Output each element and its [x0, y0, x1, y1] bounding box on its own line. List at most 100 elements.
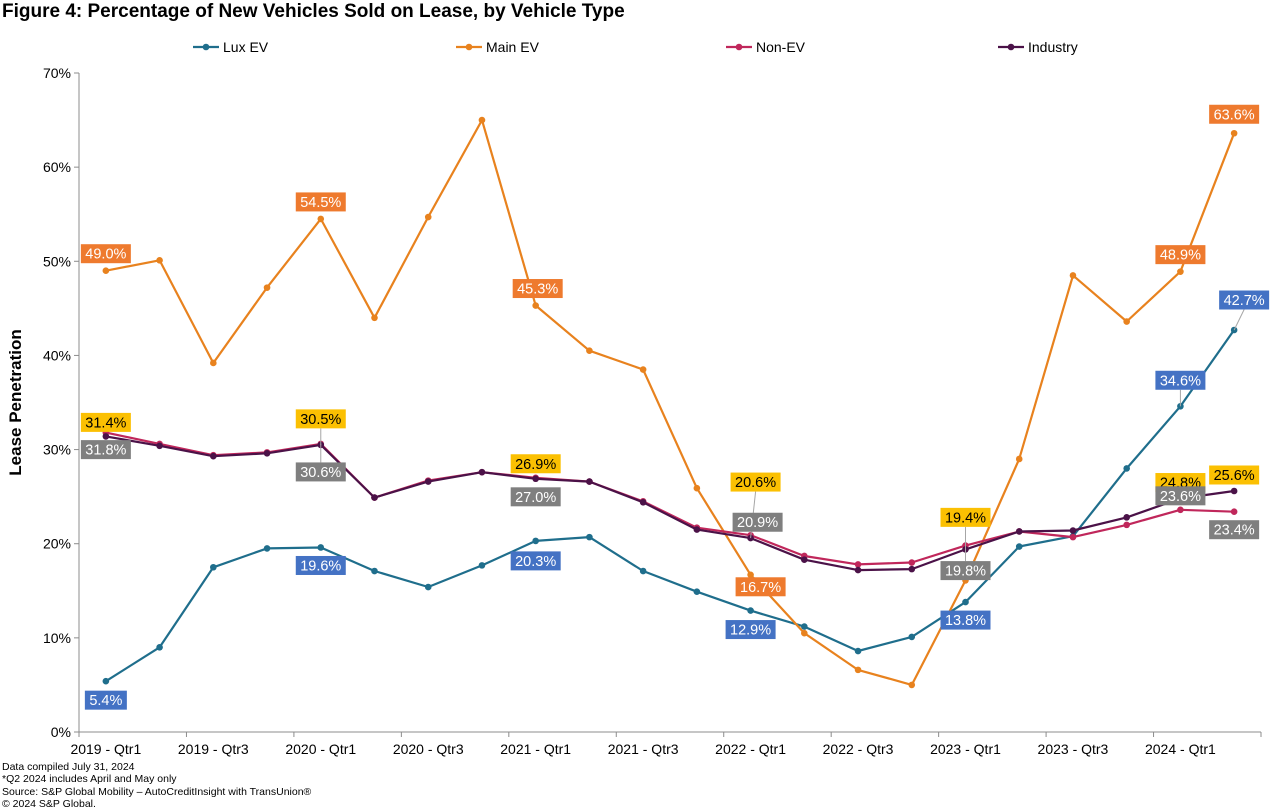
data-point-main-ev — [1177, 268, 1184, 275]
data-point-non-ev — [908, 559, 916, 566]
data-point-industry — [693, 526, 701, 533]
data-label-box — [80, 440, 131, 460]
x-tick-label: 2023 - Qtr3 — [1038, 741, 1109, 757]
data-point-lux-ev — [908, 633, 916, 641]
data-label-text: 13.8% — [945, 613, 986, 629]
data-label-text: 23.6% — [1160, 489, 1201, 505]
data-label-text: 30.5% — [300, 412, 341, 428]
data-point-industry — [210, 452, 217, 460]
data-point-non-ev — [1069, 533, 1077, 541]
y-tick-label: 60% — [43, 159, 71, 175]
data-point-lux-ev — [478, 562, 486, 569]
data-point-lux-ev — [263, 545, 271, 552]
data-point-lux-ev — [693, 588, 701, 596]
data-point-industry — [263, 450, 271, 457]
legend-marker-non-ev — [735, 43, 743, 51]
x-tick-label: 2020 - Qtr3 — [393, 741, 464, 757]
data-point-non-ev — [1123, 521, 1130, 529]
series-line-lux-ev — [105, 329, 1235, 683]
data-label-text: 26.9% — [515, 457, 556, 473]
footnote-q2: *Q2 2024 includes April and May only — [2, 773, 177, 786]
data-label-box — [295, 409, 346, 429]
data-point-industry — [801, 556, 808, 564]
data-point-lux-ev — [1123, 465, 1130, 472]
data-label-non-ev: 31.8% — [80, 440, 131, 460]
legend-marker-industry — [1007, 43, 1015, 51]
y-tick-label: 50% — [43, 253, 71, 269]
y-tick-label: 20% — [43, 536, 71, 552]
data-point-lux-ev — [1230, 326, 1238, 334]
x-tick-label: 2020 - Qtr1 — [285, 741, 356, 757]
data-point-industry — [1230, 487, 1238, 495]
data-point-lux-ev — [962, 598, 969, 606]
data-point-main-ev — [801, 629, 808, 637]
data-label-lux-ev: 42.7% — [1219, 290, 1270, 331]
data-label-text: 27.0% — [515, 490, 556, 506]
data-label-non-ev: 23.4% — [1209, 520, 1260, 540]
data-label-box — [732, 512, 783, 532]
data-point-non-ev — [854, 561, 862, 568]
legend-label-lux-ev: Lux EV — [223, 39, 269, 55]
data-point-main-ev — [1069, 272, 1077, 279]
data-point-non-ev — [1177, 506, 1184, 514]
data-point-lux-ev — [747, 607, 754, 614]
footnote-copyright: © 2024 S&P Global. — [2, 797, 96, 810]
data-point-main-ev — [908, 681, 916, 689]
footnote-source: Source: S&P Global Mobility – AutoCredit… — [2, 785, 312, 798]
data-point-main-ev — [1015, 455, 1023, 463]
legend-label-non-ev: Non-EV — [756, 39, 806, 55]
data-point-lux-ev — [532, 537, 539, 545]
data-label-box — [84, 690, 127, 710]
data-point-main-ev — [263, 284, 271, 291]
data-label-industry: 26.9% — [510, 454, 561, 474]
y-tick-label: 40% — [43, 347, 71, 363]
x-tick-label: 2023 - Qtr1 — [930, 741, 1001, 757]
data-label-text: 49.0% — [85, 247, 126, 263]
data-point-industry — [532, 475, 539, 483]
data-label-non-ev: 20.9% — [732, 512, 783, 532]
data-point-main-ev — [586, 347, 593, 355]
data-label-text: 42.7% — [1224, 293, 1265, 309]
data-label-lux-ev: 5.4% — [84, 690, 127, 710]
data-label-box — [510, 551, 561, 571]
data-label-lux-ev: 13.8% — [940, 610, 991, 630]
data-label-text: 30.6% — [300, 465, 341, 481]
data-label-text: 20.6% — [735, 475, 776, 491]
data-label-text: 54.5% — [300, 195, 341, 211]
data-label-box — [1209, 465, 1260, 485]
data-label-text: 45.3% — [517, 282, 558, 298]
data-point-lux-ev — [156, 643, 163, 651]
data-point-main-ev — [424, 213, 432, 221]
y-tick-label: 70% — [43, 65, 71, 81]
data-label-lux-ev: 19.6% — [295, 555, 346, 575]
data-label-box — [1155, 245, 1206, 265]
data-point-industry — [1069, 527, 1077, 534]
chart-legend: Lux EV Main EV Non-EV Industry — [193, 39, 1078, 55]
data-point-industry — [586, 478, 593, 485]
data-point-main-ev — [478, 116, 486, 124]
data-point-lux-ev — [317, 544, 325, 551]
data-label-text: 19.4% — [945, 510, 986, 526]
data-point-main-ev — [102, 267, 110, 275]
data-label-box — [295, 555, 346, 575]
data-point-lux-ev — [424, 583, 432, 591]
legend-label-industry: Industry — [1028, 39, 1078, 55]
data-point-lux-ev — [801, 623, 808, 630]
data-label-text: 20.9% — [737, 515, 778, 531]
y-axis-title: Lease Penetration — [6, 329, 25, 475]
x-tick-label: 2021 - Qtr3 — [608, 741, 679, 757]
data-label-main-ev: 16.7% — [735, 577, 786, 597]
data-labels: 49.0% 54.5% 45.3% 16.7% 48.9% 63.6% 31.4% 30.5%… — [80, 104, 1270, 710]
data-point-industry — [371, 494, 378, 501]
data-point-main-ev — [317, 215, 325, 223]
data-point-industry — [424, 478, 432, 485]
data-point-lux-ev — [102, 677, 110, 685]
data-label-box — [80, 244, 131, 264]
data-point-industry — [1015, 528, 1023, 535]
data-label-non-ev: 19.8% — [940, 545, 991, 581]
data-label-box — [730, 472, 781, 492]
data-point-lux-ev — [639, 567, 647, 575]
data-point-industry — [854, 566, 862, 574]
chart-title: Figure 4: Percentage of New Vehicles Sol… — [2, 1, 625, 22]
